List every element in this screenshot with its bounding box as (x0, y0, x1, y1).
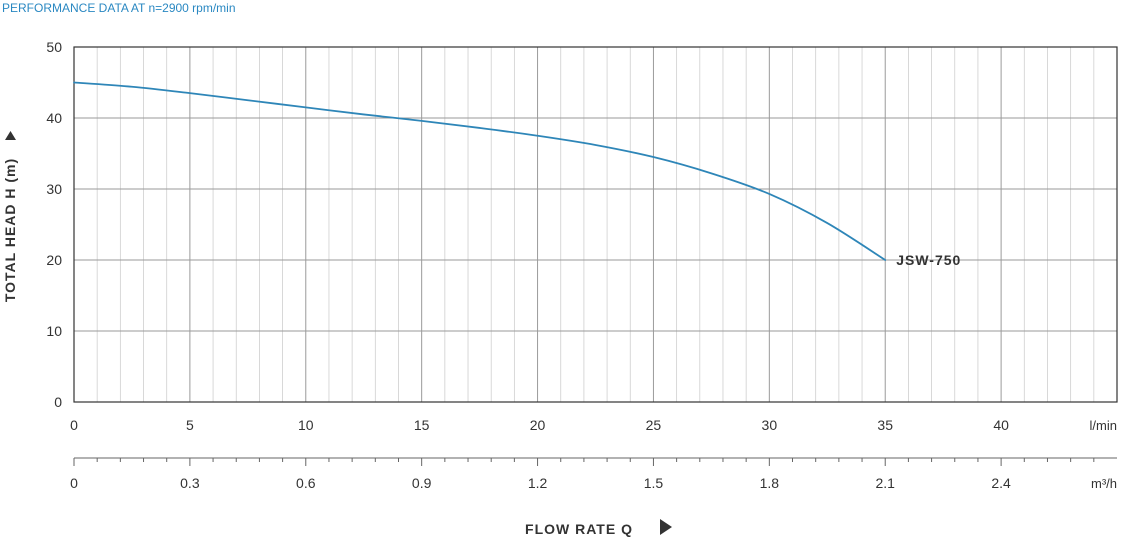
y-tick-label: 40 (46, 110, 62, 126)
x-tick-label-lmin: 5 (186, 417, 194, 433)
secondary-x-axis-ticks (73, 458, 1095, 466)
x-tick-labels-lmin: 0 5 10 15 20 25 30 35 40 (70, 417, 1009, 433)
x-tick-label-lmin: 0 (70, 417, 78, 433)
y-axis-title-group: TOTAL HEAD H (m) (2, 158, 18, 302)
y-tick-labels: 0 10 20 30 40 50 (46, 39, 62, 410)
x-tick-label-m3h: 0.6 (296, 475, 316, 491)
x-tick-label-lmin: 20 (530, 417, 546, 433)
x-tick-label-m3h: 2.4 (991, 475, 1011, 491)
x-tick-label-m3h: 0.3 (180, 475, 200, 491)
x-tick-label-lmin: 30 (762, 417, 778, 433)
x-tick-label-m3h: 1.5 (644, 475, 664, 491)
x-tick-label-lmin: 15 (414, 417, 430, 433)
x-tick-label-m3h: 2.1 (875, 475, 895, 491)
series-layer: JSW-750 (73, 81, 961, 268)
x-tick-label-m3h: 0.9 (412, 475, 432, 491)
x-tick-label-lmin: 35 (877, 417, 893, 433)
plot-frame (73, 46, 1118, 403)
x-tick-label-lmin: 25 (646, 417, 662, 433)
major-gridlines (74, 47, 1117, 402)
series-label: JSW-750 (896, 252, 961, 268)
x-tick-labels-m3h: 0 0.3 0.6 0.9 1.2 1.5 1.8 2.1 2.4 (70, 475, 1011, 491)
x-tick-label-m3h: 0 (70, 475, 78, 491)
minor-gridlines (96, 47, 1095, 402)
y-tick-label: 20 (46, 252, 62, 268)
y-tick-label: 30 (46, 181, 62, 197)
right-arrow-icon (660, 519, 672, 535)
x-unit-m3h: m³/h (1091, 476, 1117, 491)
x-unit-lmin: l/min (1090, 418, 1117, 433)
x-tick-label-m3h: 1.2 (528, 475, 548, 491)
x-axis-title: FLOW RATE Q (525, 521, 633, 537)
x-tick-label-m3h: 1.8 (760, 475, 780, 491)
y-tick-label: 10 (46, 323, 62, 339)
performance-header: PERFORMANCE DATA AT n=2900 rpm/min (2, 1, 236, 15)
y-tick-label: 50 (46, 39, 62, 55)
x-tick-label-lmin: 40 (993, 417, 1009, 433)
series-line (73, 81, 887, 261)
y-tick-label: 0 (54, 394, 62, 410)
y-axis-title: TOTAL HEAD H (m) (2, 158, 18, 302)
x-tick-label-lmin: 10 (298, 417, 314, 433)
up-arrow-icon (5, 131, 16, 140)
